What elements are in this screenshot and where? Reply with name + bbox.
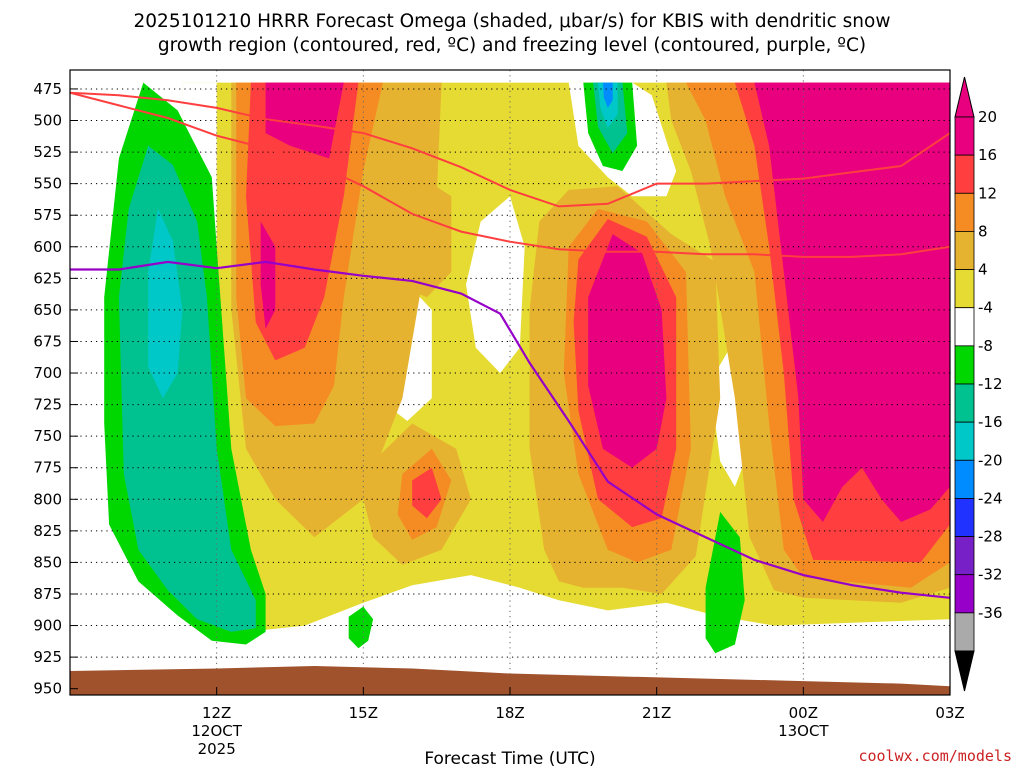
x-tick-label: 21Z — [642, 704, 671, 722]
contour-lines — [70, 91, 950, 599]
dgz-upper-contour — [70, 91, 950, 208]
x-tick-date-label: 12OCT — [191, 722, 242, 740]
y-tick-label: 500 — [33, 112, 62, 130]
x-tick-year-label: 2025 — [198, 740, 236, 758]
x-tick-label: 15Z — [349, 704, 378, 722]
colorbar-label: -32 — [978, 566, 1003, 584]
colorbar-swatch — [954, 536, 975, 576]
colorbar-label: 16 — [978, 146, 997, 164]
y-tick-label: 550 — [33, 175, 62, 193]
colorbar-label: -24 — [978, 489, 1003, 507]
colorbar-swatch — [954, 498, 975, 537]
omega-region — [387, 177, 452, 298]
omega-region — [602, 82, 613, 108]
y-tick-label: 475 — [33, 80, 62, 98]
omega-region — [705, 511, 745, 654]
omega-region — [754, 82, 950, 522]
terrain-fill — [70, 666, 950, 695]
y-axis: 475 500 525 550 575 600 625 650 675 700 725 750 775 8… — [33, 80, 78, 698]
y-tick-label: 750 — [33, 427, 62, 445]
colorbar-swatch — [954, 574, 975, 614]
credit-link[interactable]: coolwx.com/models — [858, 747, 1012, 765]
omega-region — [260, 221, 276, 329]
y-tick-label: 625 — [33, 269, 62, 287]
y-tick-label: 725 — [33, 396, 62, 414]
chart-title-line-2: growth region (contoured, red, ºC) and f… — [158, 35, 866, 56]
omega-shading — [104, 82, 950, 654]
omega-region — [588, 234, 667, 468]
y-tick-label: 800 — [33, 490, 62, 508]
colorbar-label: 4 — [978, 261, 988, 279]
colorbar-swatch — [954, 383, 975, 423]
y-tick-label: 525 — [33, 143, 62, 161]
colorbar-label: 12 — [978, 184, 997, 202]
colorbar-label: -4 — [978, 299, 993, 317]
colorbar-swatch — [954, 307, 975, 347]
chart-title-line-1: 2025101210 HRRR Forecast Omega (shaded, … — [134, 11, 891, 32]
omega-region — [412, 467, 442, 519]
colorbar-label: 8 — [978, 222, 988, 240]
colorbar-under-arrow — [954, 650, 975, 692]
x-tick-label: 12Z — [202, 704, 231, 722]
colorbar-label: -28 — [978, 528, 1003, 546]
y-tick-label: 925 — [33, 648, 62, 666]
y-tick-label: 700 — [33, 364, 62, 382]
colorbar-swatch — [954, 612, 975, 652]
colorbar-swatch — [954, 231, 975, 270]
y-tick-label: 875 — [33, 585, 62, 603]
colorbar-swatch — [954, 269, 975, 309]
terrain-layer — [70, 666, 950, 695]
x-tick-label: 03Z — [935, 704, 964, 722]
dgz-lower-contour — [70, 91, 950, 258]
colorbar-label: -16 — [978, 413, 1003, 431]
x-tick-label: 00Z — [789, 704, 818, 722]
x-tick-label: 18Z — [495, 704, 524, 722]
colorbar-swatch — [954, 421, 975, 461]
omega-region — [148, 208, 183, 399]
plot-area — [70, 70, 950, 695]
colorbar: 20 16 12 8 4 -4 -8 -12 -16 -20 -24 -28 -32 -36 — [954, 76, 1003, 692]
colorbar-over-arrow — [954, 76, 975, 118]
freezing-level-contour — [70, 260, 950, 599]
colorbar-swatch — [954, 192, 975, 232]
y-tick-label: 675 — [33, 332, 62, 350]
colorbar-label: -20 — [978, 451, 1003, 469]
x-tick-date-label: 13OCT — [778, 722, 829, 740]
y-tick-label: 950 — [33, 680, 62, 698]
colorbar-swatch — [954, 459, 975, 499]
y-tick-label: 825 — [33, 522, 62, 540]
omega-region — [348, 606, 374, 649]
colorbar-swatch — [954, 345, 975, 385]
y-tick-label: 775 — [33, 459, 62, 477]
colorbar-label: -36 — [978, 604, 1003, 622]
y-tick-label: 575 — [33, 206, 62, 224]
grid-lines — [70, 70, 950, 695]
colorbar-label: 20 — [978, 108, 997, 126]
y-tick-label: 850 — [33, 553, 62, 571]
y-tick-label: 900 — [33, 617, 62, 635]
y-tick-label: 650 — [33, 301, 62, 319]
colorbar-label: -12 — [978, 375, 1003, 393]
y-tick-label: 600 — [33, 238, 62, 256]
colorbar-swatch — [954, 154, 975, 194]
colorbar-swatch — [954, 116, 975, 156]
colorbar-label: -8 — [978, 337, 993, 355]
x-axis-label: Forecast Time (UTC) — [424, 749, 595, 768]
